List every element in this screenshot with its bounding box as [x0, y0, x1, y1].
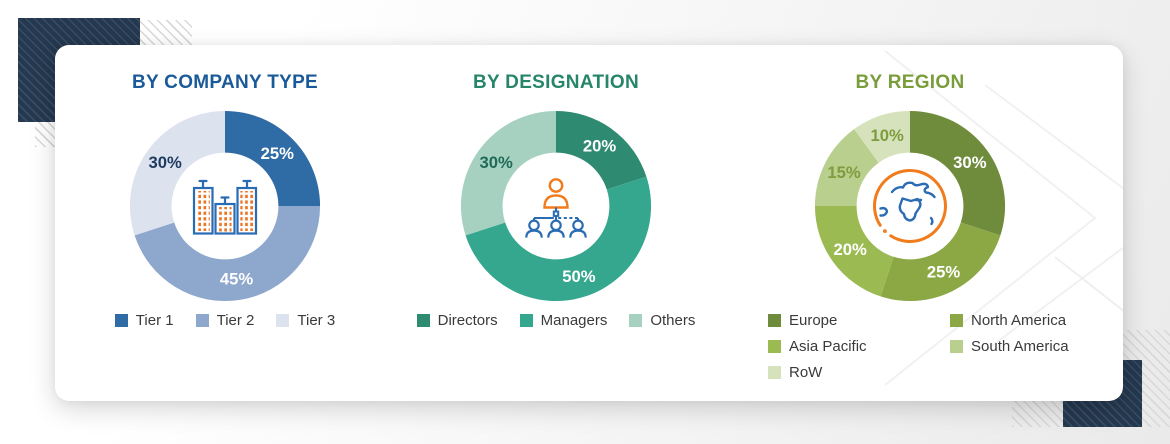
donut-company-type: 25% 45% 30%	[127, 108, 323, 304]
donut-slice-directors	[556, 110, 647, 190]
legend-item-tier-2: Tier 2	[195, 312, 255, 329]
legend-label: Managers	[540, 312, 608, 329]
chart-title: BY REGION	[855, 72, 965, 93]
donut-region: 30% 25% 20% 15% 10%	[812, 108, 1008, 304]
legend-item-others: Others	[629, 312, 695, 329]
percent-label-row: 10%	[870, 126, 904, 145]
donut-chart: 30% 25% 20% 15% 10%	[814, 110, 1006, 302]
legend-item-directors: Directors	[416, 312, 498, 329]
chart-block-designation: BY DESIGNATION 20% 50% 30%	[398, 45, 714, 401]
percent-label-tier-3: 30%	[148, 153, 182, 172]
legend-item-europe: Europe	[768, 312, 950, 329]
legend-label: Asia Pacific	[789, 338, 867, 355]
legend-region: Europe North America Asia Pacific South Ame…	[768, 312, 1069, 381]
legend-swatch	[114, 314, 128, 327]
legend-swatch	[950, 314, 963, 327]
legend-swatch	[629, 314, 643, 327]
legend-item-tier-3: Tier 3	[276, 312, 335, 329]
legend-swatch	[519, 314, 533, 327]
legend-label: Directors	[437, 312, 498, 329]
legend-label: South America	[971, 338, 1069, 355]
donut-slice-others	[460, 110, 556, 236]
donut-slice-tier-3	[129, 110, 225, 236]
chart-title: BY COMPANY TYPE	[131, 72, 319, 93]
legend-swatch	[950, 340, 963, 353]
chart-block-region: BY REGION 30% 25% 20% 15% 10%	[742, 45, 1078, 401]
legend-swatch	[276, 314, 290, 327]
donut-slice-north-america	[880, 222, 1001, 302]
chart-card: BY COMPANY TYPE 25% 45% 30%	[55, 45, 1123, 401]
percent-label-tier-1: 25%	[261, 144, 295, 163]
donut-chart: 25% 45% 30%	[129, 110, 321, 302]
donut-designation: 20% 50% 30%	[458, 108, 654, 304]
percent-label-north-america: 25%	[927, 262, 961, 281]
percent-label-tier-2: 45%	[220, 270, 254, 289]
percent-label-others: 30%	[479, 153, 513, 172]
percent-label-directors: 20%	[583, 137, 617, 156]
legend-swatch	[195, 314, 209, 327]
donut-slice-south-america	[814, 129, 879, 206]
legend-item-row: RoW	[768, 364, 950, 381]
legend-swatch	[768, 314, 781, 327]
donut-slice-asia-pacific	[814, 206, 894, 297]
legend-swatch	[768, 366, 781, 379]
donut-slice-row	[854, 110, 910, 163]
legend-label: Europe	[789, 312, 838, 329]
percent-label-europe: 30%	[953, 153, 987, 172]
legend-item-south-america: South America	[950, 338, 1069, 355]
legend-label: Tier 1	[135, 312, 174, 329]
percent-label-asia-pacific: 20%	[833, 240, 867, 259]
donut-slice-tier-2	[134, 206, 321, 302]
percent-label-south-america: 15%	[827, 163, 861, 182]
legend-label: RoW	[789, 364, 823, 381]
legend-designation: Directors Managers Others	[416, 312, 695, 329]
chart-block-company-type: BY COMPANY TYPE 25% 45% 30%	[58, 45, 392, 401]
legend-label: North America	[971, 312, 1067, 329]
legend-label: Tier 2	[216, 312, 255, 329]
donut-chart: 20% 50% 30%	[460, 110, 652, 302]
legend-item-north-america: North America	[950, 312, 1069, 329]
legend-swatch	[416, 314, 430, 327]
legend-item-managers: Managers	[519, 312, 608, 329]
legend-item-asia-pacific: Asia Pacific	[768, 338, 950, 355]
legend-label: Tier 3	[297, 312, 336, 329]
donut-slice-tier-1	[225, 110, 321, 206]
legend-company-type: Tier 1 Tier 2 Tier 3	[114, 312, 335, 329]
legend-label: Others	[650, 312, 696, 329]
donut-slice-europe	[910, 110, 1006, 236]
chart-title: BY DESIGNATION	[472, 72, 640, 93]
donut-slice-managers	[465, 176, 652, 302]
legend-item-tier-1: Tier 1	[114, 312, 174, 329]
legend-swatch	[768, 340, 781, 353]
percent-label-managers: 50%	[562, 267, 596, 286]
